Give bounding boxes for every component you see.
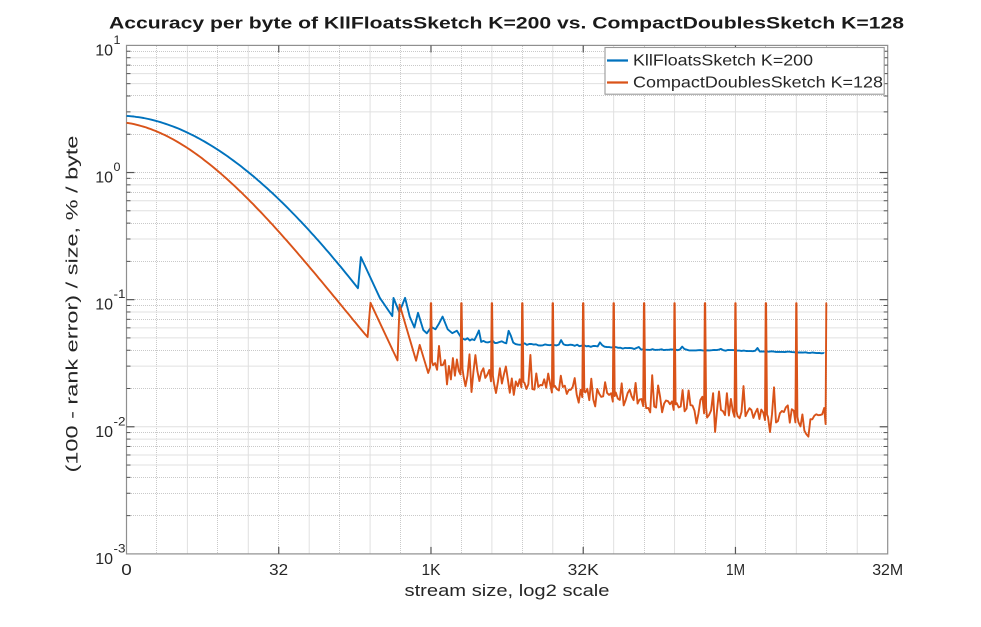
svg-text:10: 10	[95, 42, 113, 59]
svg-text:10: 10	[95, 297, 113, 314]
svg-text:10: 10	[95, 551, 113, 568]
svg-text:10: 10	[95, 170, 113, 187]
svg-text:0: 0	[121, 562, 132, 579]
svg-text:0: 0	[114, 162, 121, 174]
svg-text:32K: 32K	[568, 562, 599, 579]
svg-text:32: 32	[269, 562, 288, 579]
svg-text:CompactDoublesSketch K=128: CompactDoublesSketch K=128	[633, 74, 883, 91]
svg-text:1: 1	[114, 35, 121, 47]
svg-text:-1: -1	[114, 289, 126, 301]
svg-text:stream size, log2 scale: stream size, log2 scale	[405, 582, 610, 600]
svg-text:-2: -2	[114, 416, 126, 428]
svg-text:(100 - rank error) / size, % /: (100 - rank error) / size, % / byte	[64, 136, 82, 473]
svg-text:1K: 1K	[422, 562, 441, 579]
svg-text:32M: 32M	[872, 562, 903, 579]
svg-text:1M: 1M	[726, 562, 745, 579]
svg-text:-3: -3	[114, 543, 126, 555]
svg-text:Accuracy per byte of KllFloats: Accuracy per byte of KllFloatsSketch K=2…	[109, 15, 904, 33]
svg-text:10: 10	[95, 424, 113, 441]
svg-text:KllFloatsSketch K=200: KllFloatsSketch K=200	[633, 52, 813, 69]
